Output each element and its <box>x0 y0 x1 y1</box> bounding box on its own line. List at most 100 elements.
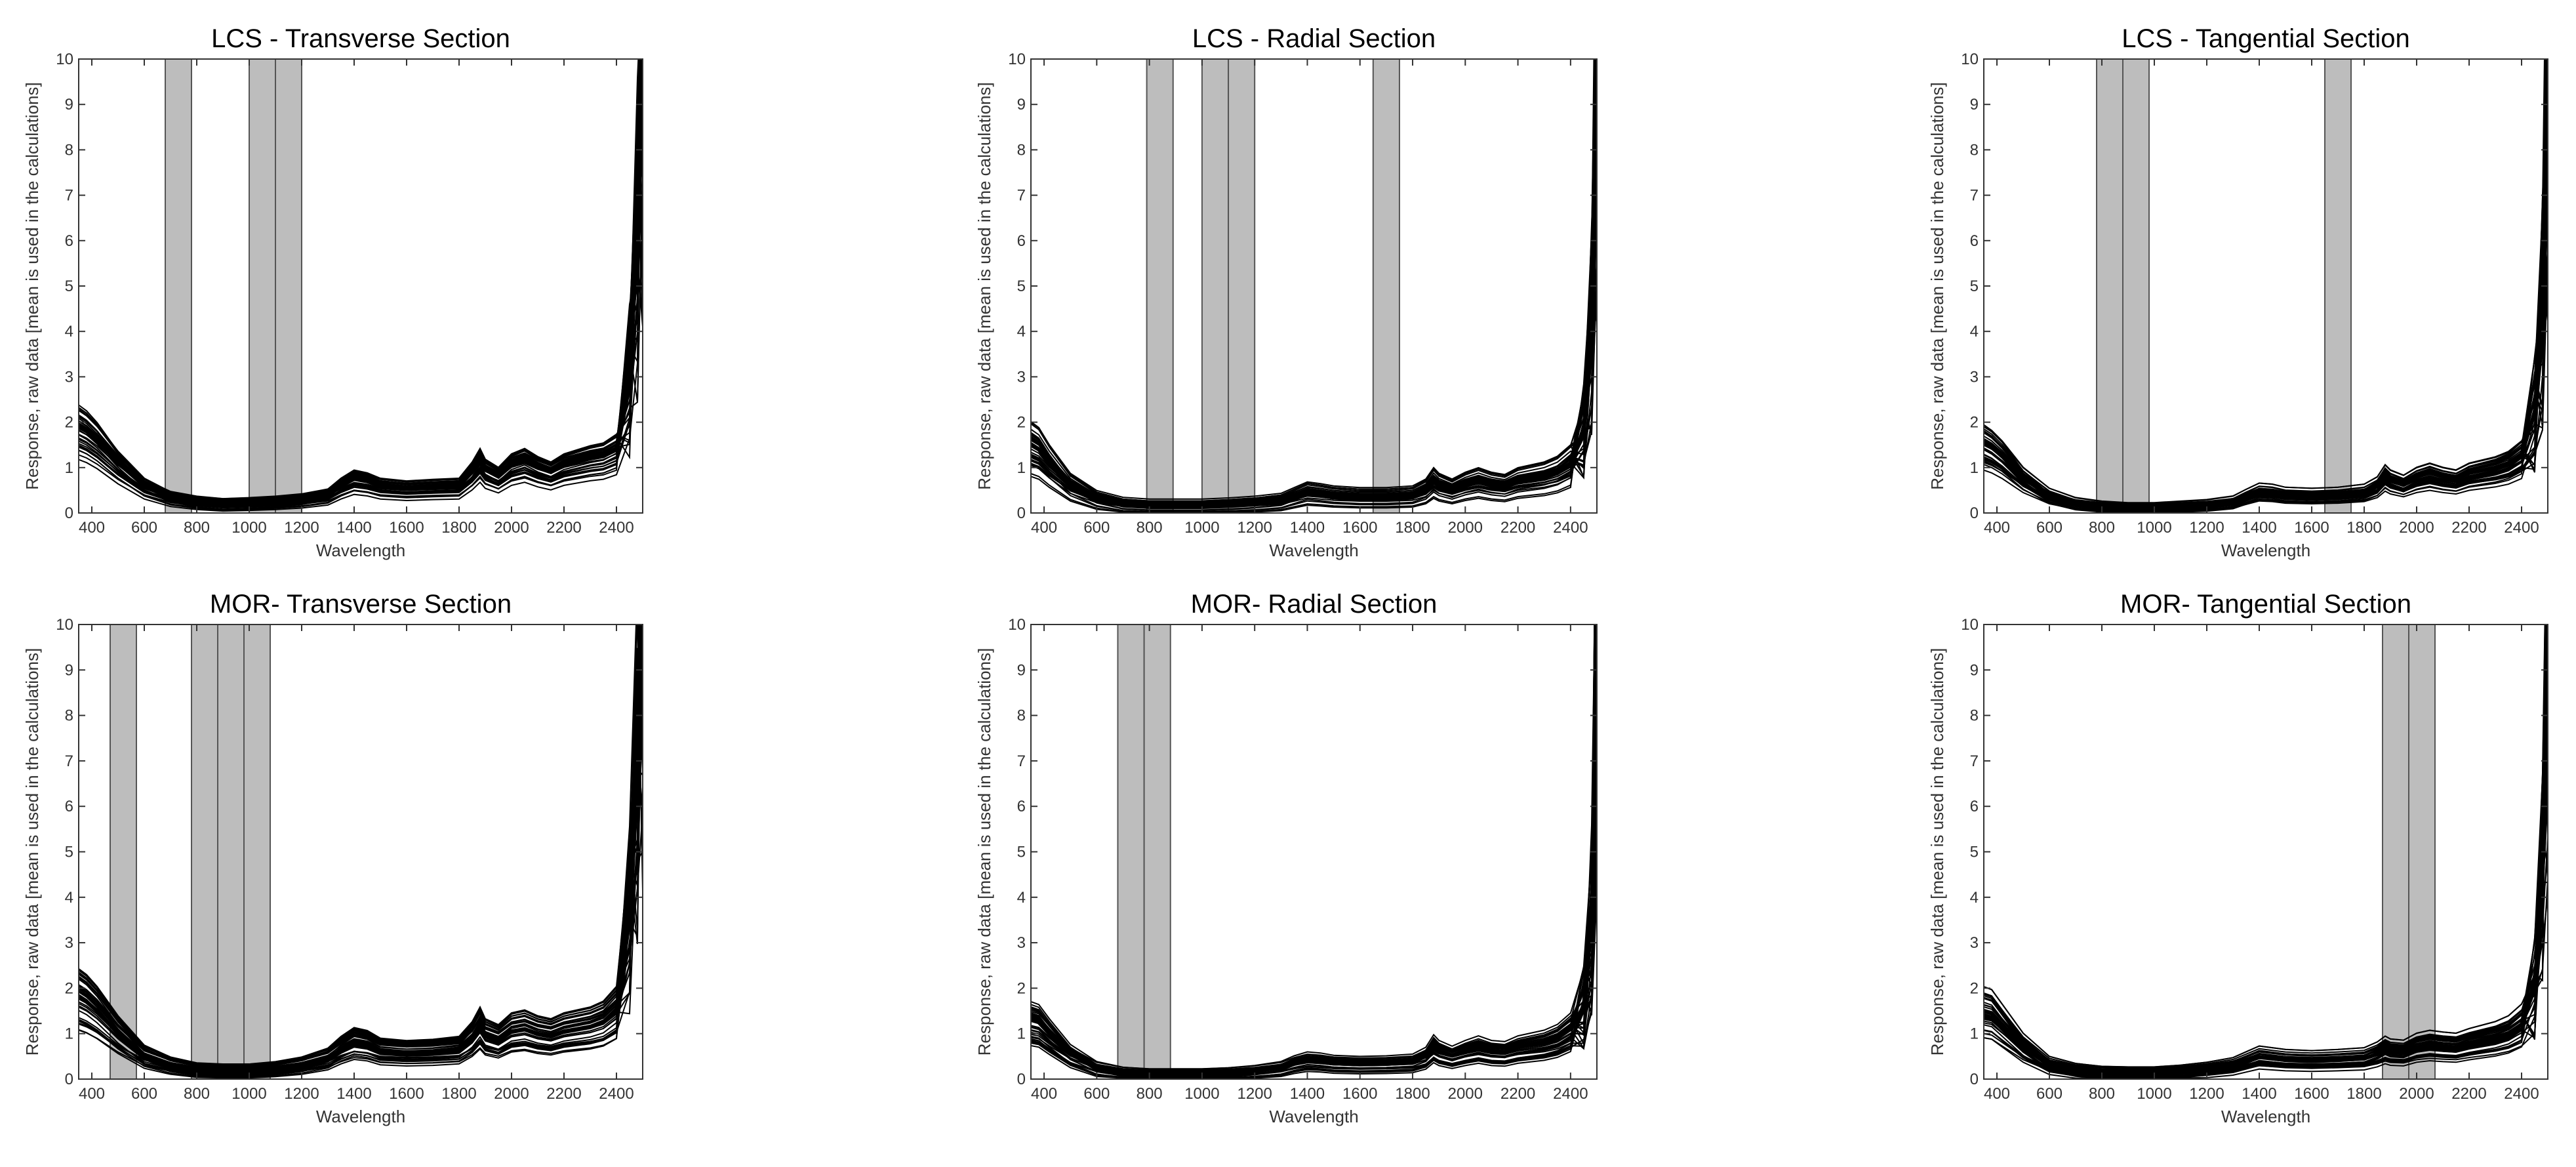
y-tick-label: 5 <box>65 277 73 295</box>
y-tick-label: 2 <box>1017 414 1026 432</box>
y-tick-label: 4 <box>1017 889 1026 907</box>
spectrum-line <box>1984 207 2548 512</box>
spectrum-line <box>1984 680 2548 1079</box>
x-tick-label: 1200 <box>1237 519 1272 537</box>
y-tick-label: 5 <box>65 844 73 861</box>
spectrum-line <box>79 59 639 510</box>
spectrum-line <box>1984 59 2547 510</box>
y-tick-label: 6 <box>1017 798 1026 815</box>
x-tick-label: 1000 <box>1184 519 1219 537</box>
spectrum-line <box>1984 624 2546 1075</box>
spectrum-line <box>1984 59 2547 509</box>
spectrum-line <box>1984 688 2548 1079</box>
y-tick-label: 8 <box>65 141 73 159</box>
spectrum-line <box>1031 211 1597 502</box>
spectrum-line <box>1984 674 2548 1075</box>
y-tick-label: 1 <box>1970 1025 1979 1043</box>
spectrum-line <box>79 647 643 1070</box>
plot-frame <box>78 624 643 1080</box>
spectrum-line <box>79 98 643 502</box>
x-axis-label: Wavelength <box>2221 541 2310 560</box>
x-tick-label: 1800 <box>2346 1085 2381 1103</box>
x-tick-label: 1400 <box>2242 1085 2276 1103</box>
y-tick-label: 0 <box>1017 1071 1026 1088</box>
spectrum-line <box>1031 731 1597 1079</box>
y-tick-label: 7 <box>1970 752 1979 770</box>
y-tick-label: 5 <box>1970 277 1979 295</box>
x-tick-label: 800 <box>184 1085 210 1103</box>
spectrum-line <box>1031 624 1596 1079</box>
spectrum-line <box>1031 790 1597 1070</box>
spectrum-line <box>1031 59 1597 513</box>
y-tick-label: 0 <box>1970 504 1979 522</box>
spectrum-line <box>79 624 641 1075</box>
highlight-band <box>2382 624 2409 1080</box>
x-tick-label: 2200 <box>546 519 581 537</box>
spectrum-line <box>1984 59 2548 510</box>
highlight-band <box>1146 58 1174 514</box>
spectrum-line <box>79 624 641 1067</box>
y-tick-label: 6 <box>65 798 73 815</box>
spectrum-line <box>1984 718 2548 1072</box>
spectrum-line <box>1984 624 2546 1079</box>
chart-title: MOR- Tangential Section <box>2120 590 2411 619</box>
y-tick-label: 5 <box>1017 277 1026 295</box>
spectrum-line <box>1031 840 1597 1076</box>
spectrum-line <box>1031 59 1597 505</box>
chart-title: MOR- Radial Section <box>1191 590 1438 619</box>
highlight-band <box>191 624 218 1080</box>
x-tick-label: 2000 <box>494 519 529 537</box>
y-tick-label: 3 <box>1970 934 1979 952</box>
spectrum-line <box>1031 624 1596 1070</box>
spectrum-line <box>1031 624 1597 1074</box>
highlight-band <box>1117 624 1145 1080</box>
spectrum-line <box>1984 73 2548 508</box>
y-tick-label: 9 <box>1017 661 1026 679</box>
x-axis-label: Wavelength <box>316 1107 405 1126</box>
y-tick-label: 6 <box>1017 232 1026 250</box>
spectrum-line <box>1031 711 1597 1079</box>
highlight-band <box>110 624 137 1080</box>
y-tick-label: 10 <box>1961 616 1979 634</box>
y-tick-label: 10 <box>56 51 73 68</box>
spectrum-line <box>1984 624 2547 1075</box>
x-tick-label: 800 <box>2089 1085 2115 1103</box>
y-tick-label: 4 <box>1017 323 1026 340</box>
y-tick-label: 8 <box>1970 707 1979 725</box>
plot-frame <box>78 58 643 514</box>
x-tick-label: 400 <box>1984 1085 2010 1103</box>
y-tick-label: 7 <box>1017 752 1026 770</box>
spectrum-line <box>1031 748 1597 1073</box>
spectrum-line <box>79 59 641 500</box>
spectrum-line <box>79 119 643 504</box>
spectrum-line <box>1031 624 1597 1078</box>
spectrum-line <box>1984 59 2547 506</box>
spectrum-line <box>79 172 643 506</box>
x-tick-label: 2000 <box>1448 519 1483 537</box>
spectrum-line <box>79 669 643 1076</box>
spectrum-line <box>1984 762 2548 1074</box>
spectrum-line <box>1031 735 1597 1076</box>
x-tick-label: 2400 <box>2504 519 2539 537</box>
spectrum-line <box>79 851 643 1065</box>
spectrum-line <box>1031 268 1597 506</box>
spectrum-line <box>1031 624 1597 1073</box>
spectrum-line <box>79 624 641 1071</box>
spectrum-line <box>1984 624 2547 1068</box>
y-tick-label: 9 <box>1970 96 1979 113</box>
y-tick-label: 1 <box>65 459 73 477</box>
x-tick-label: 1600 <box>2294 519 2329 537</box>
x-tick-label: 1600 <box>389 519 424 537</box>
spectrum-line <box>79 698 643 1077</box>
spectrum-line <box>1984 59 2545 505</box>
spectrum-line <box>1031 137 1597 505</box>
spectrum-line <box>79 75 643 502</box>
spectrum-line <box>1031 59 1596 509</box>
spectrum-line <box>1984 624 2548 1078</box>
spectrum-line <box>1031 800 1597 1076</box>
spectrum-line <box>79 811 643 1067</box>
y-axis-label: Response, raw data [mean is used in the … <box>22 82 42 489</box>
spectrum-line <box>1984 775 2548 1072</box>
spectrum-line <box>1984 624 2548 1071</box>
